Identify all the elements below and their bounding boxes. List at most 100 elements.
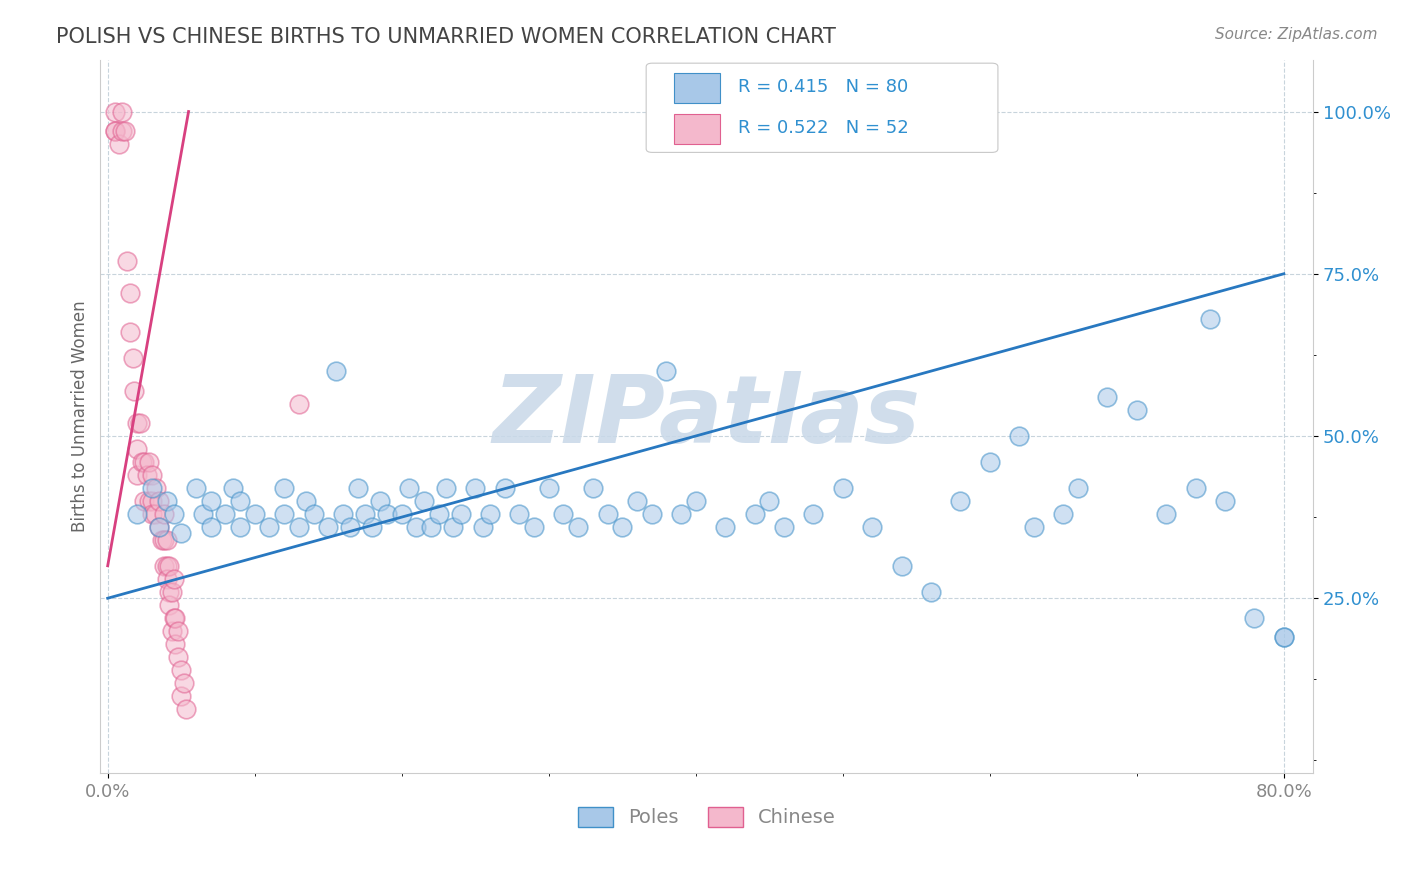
Point [412,494,434,508]
Point [641,507,664,521]
Point [714,520,737,534]
Point [145,481,167,495]
Point [773,520,796,534]
Point [1154,507,1177,521]
Point [114,124,136,138]
Point [165,610,187,624]
Point [170,526,193,541]
Legend: Poles, Chinese: Poles, Chinese [569,799,844,835]
Point [134,494,156,508]
Point [214,507,236,521]
Point [163,610,186,624]
Point [162,624,184,638]
Point [165,637,187,651]
Point [471,520,494,534]
Point [148,520,170,534]
Point [508,507,530,521]
Point [612,520,634,534]
Y-axis label: Births to Unmarried Women: Births to Unmarried Women [72,301,89,533]
Point [354,507,377,521]
Point [626,494,648,508]
Point [567,520,589,534]
Point [138,494,160,508]
Point [141,481,163,495]
Point [273,481,295,495]
Point [831,481,853,495]
Point [375,507,398,521]
Point [200,520,222,534]
Point [758,494,780,508]
Point [339,520,361,534]
Point [104,124,127,138]
Point [229,520,252,534]
Point [537,481,560,495]
Point [1199,312,1222,326]
Point [184,481,207,495]
Point [553,507,575,521]
Text: ZIPatlas: ZIPatlas [492,370,921,463]
Point [104,104,127,119]
Point [288,396,311,410]
Point [302,507,325,521]
Point [163,572,186,586]
Point [155,572,177,586]
Text: POLISH VS CHINESE BIRTHS TO UNMARRIED WOMEN CORRELATION CHART: POLISH VS CHINESE BIRTHS TO UNMARRIED WO… [56,27,837,46]
Point [162,584,184,599]
Point [111,124,134,138]
Point [655,364,678,378]
Point [332,507,354,521]
Point [127,467,149,482]
Point [115,253,138,268]
Point [138,455,160,469]
Point [159,558,181,573]
Point [108,136,131,151]
Point [155,494,177,508]
Point [163,507,186,521]
Point [111,104,134,119]
Point [450,507,472,521]
Point [131,455,153,469]
Point [152,558,174,573]
Point [118,286,141,301]
Point [148,520,170,534]
Point [134,455,156,469]
Point [122,384,145,398]
Point [174,701,197,715]
Text: R = 0.522   N = 52: R = 0.522 N = 52 [738,119,910,137]
Point [316,520,339,534]
Point [243,507,266,521]
Point [150,533,173,547]
Point [155,558,177,573]
Point [434,481,457,495]
Point [979,455,1001,469]
Text: Source: ZipAtlas.com: Source: ZipAtlas.com [1215,27,1378,42]
Point [464,481,486,495]
Point [441,520,464,534]
Point [803,507,825,521]
Point [159,598,181,612]
Text: R = 0.415   N = 80: R = 0.415 N = 80 [738,78,908,96]
Point [141,494,163,508]
Point [148,494,170,508]
Point [582,481,605,495]
Point [920,584,942,599]
Point [685,494,707,508]
Point [860,520,883,534]
Point [127,507,149,521]
Point [1008,429,1031,443]
FancyBboxPatch shape [673,73,720,103]
Point [1067,481,1090,495]
Point [405,520,427,534]
Point [744,507,766,521]
Point [949,494,972,508]
Point [596,507,619,521]
Point [1097,390,1119,404]
Point [143,507,166,521]
Point [221,481,243,495]
Point [346,481,368,495]
Point [141,507,163,521]
Point [494,481,516,495]
Point [229,494,252,508]
Point [368,494,391,508]
Point [127,416,149,430]
